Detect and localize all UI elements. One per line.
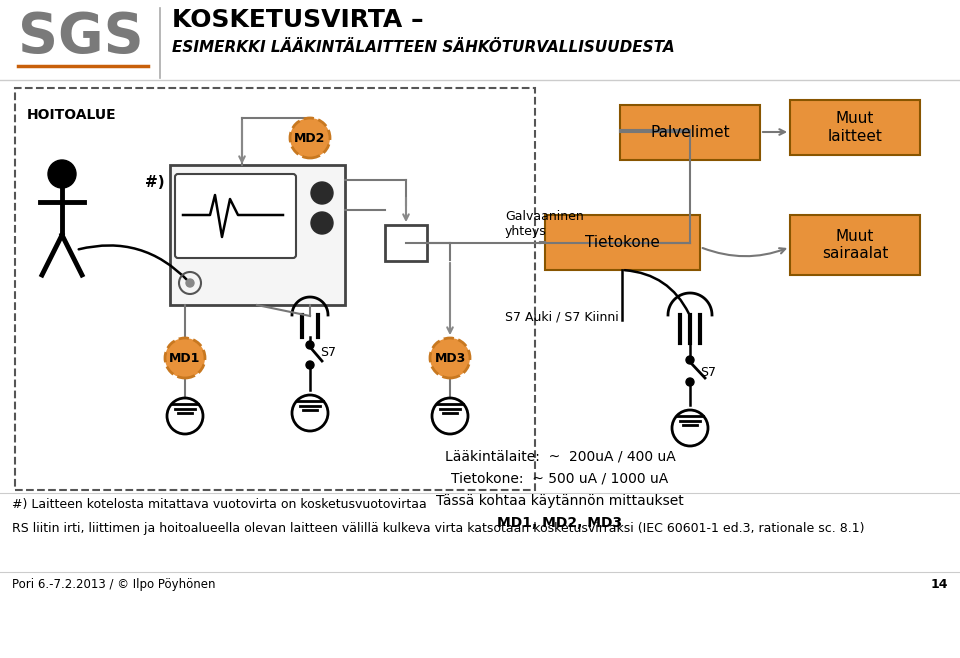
Text: S7 Auki / S7 Kiinni: S7 Auki / S7 Kiinni	[505, 310, 619, 323]
Circle shape	[306, 361, 314, 369]
FancyBboxPatch shape	[170, 165, 345, 305]
Text: Muut
laitteet: Muut laitteet	[828, 111, 882, 143]
Circle shape	[290, 118, 330, 158]
Text: Lääkintälaite:  ~  200uA / 400 uA: Lääkintälaite: ~ 200uA / 400 uA	[444, 450, 676, 464]
Circle shape	[311, 212, 333, 234]
Circle shape	[430, 338, 470, 378]
Circle shape	[306, 341, 314, 349]
Circle shape	[686, 378, 694, 386]
Text: MD1: MD1	[169, 351, 201, 365]
Text: MD2: MD2	[295, 132, 325, 145]
Text: Tietokone: Tietokone	[585, 235, 660, 250]
FancyBboxPatch shape	[620, 105, 760, 160]
Text: Tässä kohtaa käytännön mittaukset: Tässä kohtaa käytännön mittaukset	[436, 494, 684, 508]
Text: Galvaaninen
yhteys: Galvaaninen yhteys	[505, 210, 584, 238]
Circle shape	[165, 338, 205, 378]
Circle shape	[48, 160, 76, 188]
Text: SGS: SGS	[18, 10, 144, 64]
Text: HOITOALUE: HOITOALUE	[27, 108, 116, 122]
Circle shape	[686, 356, 694, 364]
Text: RS liitin irti, liittimen ja hoitoalueella olevan laitteen välillä kulkeva virta: RS liitin irti, liittimen ja hoitoalueel…	[12, 522, 865, 535]
Text: Tietokone:  ~ 500 uA / 1000 uA: Tietokone: ~ 500 uA / 1000 uA	[451, 472, 668, 486]
FancyBboxPatch shape	[545, 215, 700, 270]
Text: S7: S7	[700, 365, 716, 378]
Text: #) Laitteen kotelosta mitattava vuotovirta on kosketusvuotovirtaa: #) Laitteen kotelosta mitattava vuotovir…	[12, 498, 427, 511]
FancyBboxPatch shape	[385, 225, 427, 261]
FancyBboxPatch shape	[175, 174, 296, 258]
FancyBboxPatch shape	[790, 100, 920, 155]
Circle shape	[186, 279, 194, 287]
Circle shape	[311, 182, 333, 204]
FancyBboxPatch shape	[790, 215, 920, 275]
Text: Pori 6.-7.2.2013 / © Ilpo Pöyhönen: Pori 6.-7.2.2013 / © Ilpo Pöyhönen	[12, 578, 215, 591]
Text: KOSKETUSVIRTA –: KOSKETUSVIRTA –	[172, 8, 423, 32]
Text: MD1, MD2, MD3: MD1, MD2, MD3	[497, 516, 623, 530]
Text: ESIMERKKI LÄÄKINTÄLAITTEEN SÄHKÖTURVALLISUUDESTA: ESIMERKKI LÄÄKINTÄLAITTEEN SÄHKÖTURVALLI…	[172, 40, 675, 55]
Text: 14: 14	[930, 578, 948, 591]
Text: Muut
sairaalat: Muut sairaalat	[822, 229, 888, 261]
Text: Palvelimet: Palvelimet	[650, 125, 730, 140]
Text: #): #)	[145, 175, 164, 190]
Text: MD3: MD3	[434, 351, 466, 365]
Text: S7: S7	[320, 347, 336, 359]
